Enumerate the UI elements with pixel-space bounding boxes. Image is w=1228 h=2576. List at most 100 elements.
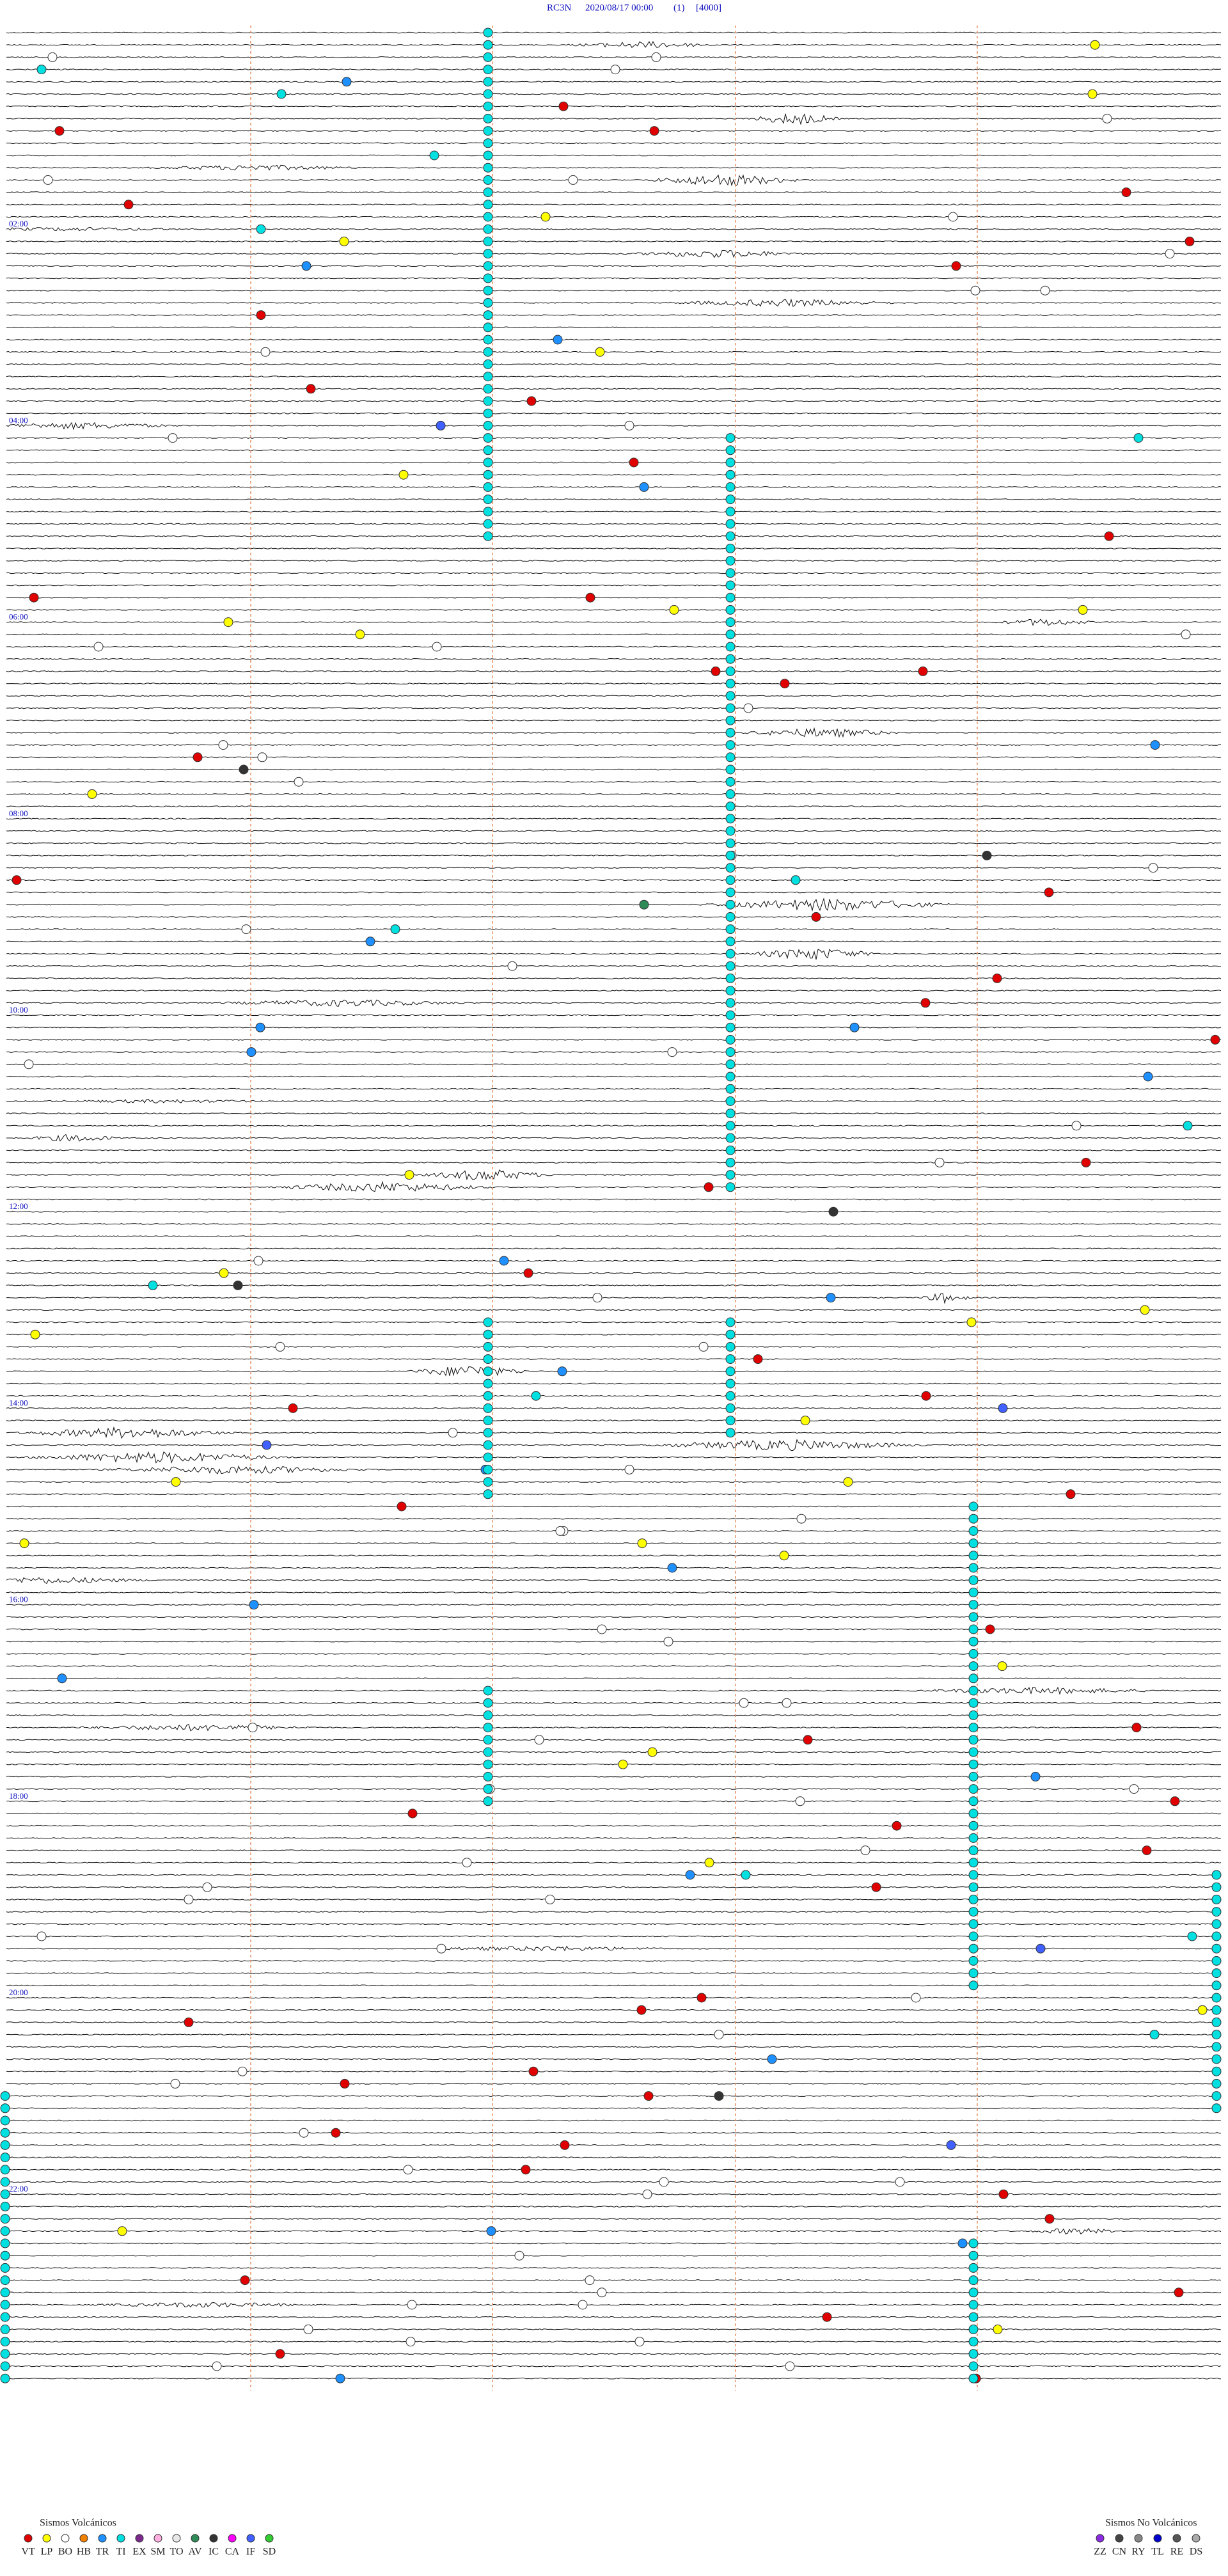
- legend-code: HB: [77, 2547, 91, 2557]
- event-marker: [0, 2165, 10, 2175]
- trace: [6, 1235, 1222, 1237]
- event-marker: [1066, 1489, 1076, 1499]
- event-marker: [514, 2250, 524, 2261]
- event-marker: [982, 850, 992, 860]
- event-marker: [698, 1341, 709, 1352]
- event-marker: [0, 2288, 10, 2298]
- event-marker: [725, 814, 736, 824]
- event-marker: [29, 592, 39, 603]
- trace: [6, 130, 1222, 132]
- event-marker: [483, 1477, 493, 1487]
- trace: [6, 2144, 1222, 2146]
- trace: [6, 1505, 1222, 1508]
- event-marker: [483, 322, 493, 333]
- event-marker: [239, 764, 249, 775]
- event-marker: [405, 2337, 416, 2347]
- event-marker: [725, 850, 736, 860]
- trace: [6, 2316, 1221, 2318]
- trace: [6, 719, 1222, 722]
- legend-marker: [209, 2534, 218, 2543]
- event-marker: [970, 285, 980, 296]
- event-marker: [725, 1071, 736, 1082]
- trace: [6, 486, 1222, 488]
- event-marker: [968, 2324, 979, 2334]
- trace: [6, 2302, 1222, 2308]
- event-marker: [585, 2275, 595, 2286]
- trace: [6, 948, 1222, 960]
- event-marker: [1211, 2042, 1222, 2052]
- event-marker: [1211, 2091, 1222, 2101]
- trace: [6, 780, 1222, 783]
- event-marker: [1211, 1980, 1222, 1991]
- event-marker: [483, 335, 493, 345]
- legend-marker: [98, 2534, 107, 2543]
- trace: [6, 1665, 1222, 1667]
- event-marker: [1044, 2214, 1055, 2224]
- hour-label: 16:00: [9, 1595, 28, 1604]
- trace: [6, 1788, 1222, 1790]
- trace: [6, 1407, 1222, 1409]
- trace: [6, 1309, 1222, 1311]
- event-marker: [811, 912, 821, 922]
- event-marker: [725, 642, 736, 652]
- event-marker: [968, 2373, 979, 2383]
- event-marker: [0, 2128, 10, 2138]
- event-marker: [148, 1280, 158, 1290]
- event-marker: [725, 1379, 736, 1389]
- event-marker: [968, 1661, 979, 1671]
- event-marker: [725, 899, 736, 910]
- event-marker: [725, 1121, 736, 1131]
- event-marker: [725, 666, 736, 676]
- event-marker: [483, 372, 493, 382]
- event-marker: [390, 924, 400, 935]
- event-marker: [968, 1698, 979, 1708]
- event-marker: [483, 126, 493, 136]
- trace: [6, 768, 1222, 771]
- legend: Sismos Volcánicos VT LP BO HB TR TI EX SM TO AV IC C…: [21, 2518, 1202, 2557]
- event-marker: [968, 1870, 979, 1880]
- event-marker: [725, 1317, 736, 1327]
- event-marker: [860, 1845, 870, 1856]
- trace: [6, 793, 1221, 795]
- event-marker: [642, 2189, 652, 2199]
- trace: [6, 203, 1222, 206]
- event-marker: [998, 1403, 1008, 1413]
- trace: [6, 1849, 1222, 1851]
- event-marker: [725, 531, 736, 541]
- trace: [6, 645, 1222, 648]
- event-marker: [634, 2337, 645, 2347]
- event-marker: [483, 494, 493, 505]
- event-marker: [0, 2177, 10, 2187]
- event-marker: [1078, 604, 1088, 615]
- event-marker: [262, 1440, 272, 1450]
- event-marker: [968, 1526, 979, 1536]
- event-marker: [725, 494, 736, 505]
- event-marker: [968, 1551, 979, 1561]
- event-marker: [483, 1329, 493, 1339]
- legend-marker: [1153, 2534, 1162, 2543]
- event-marker: [725, 838, 736, 848]
- event-marker: [659, 2177, 669, 2187]
- event-marker: [483, 1391, 493, 1401]
- event-marker: [54, 126, 65, 136]
- event-marker: [483, 1341, 493, 1352]
- legend-marker: [1172, 2534, 1181, 2543]
- trace: [6, 855, 1222, 857]
- event-marker: [725, 1022, 736, 1032]
- event-marker: [19, 1538, 29, 1549]
- trace: [6, 277, 1222, 280]
- event-marker: [796, 1513, 807, 1524]
- event-marker: [639, 482, 649, 492]
- event-marker: [483, 175, 493, 185]
- event-marker: [171, 1477, 181, 1487]
- event-marker: [1211, 1931, 1222, 1941]
- event-marker: [624, 1464, 634, 1474]
- trace: [6, 1554, 1222, 1557]
- trace: [6, 2107, 1222, 2110]
- event-marker: [306, 384, 316, 394]
- event-marker: [791, 875, 801, 885]
- trace: [6, 1714, 1222, 1716]
- event-marker: [276, 89, 287, 99]
- event-marker: [704, 1858, 714, 1868]
- event-marker: [540, 212, 551, 222]
